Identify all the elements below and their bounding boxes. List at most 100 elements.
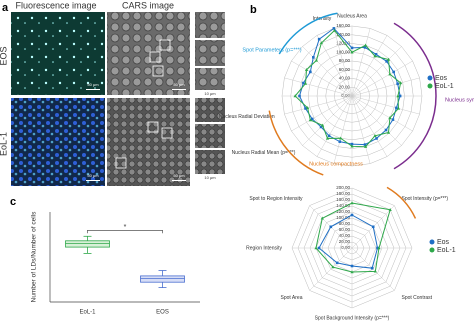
axis-label: Spot Background Intensity (p=***) xyxy=(315,315,390,321)
r-tick-label: 100,00 xyxy=(336,49,350,54)
point xyxy=(304,107,307,110)
group-arc xyxy=(268,110,324,176)
spoke xyxy=(333,95,353,164)
point xyxy=(385,60,388,63)
axis-label: Spot Contrast xyxy=(401,295,432,301)
group-label: Spot Parameters (p=***) xyxy=(242,47,301,53)
panel-letter: b xyxy=(250,4,257,16)
spoke xyxy=(284,95,353,115)
legend-label: Eos xyxy=(435,75,448,82)
point xyxy=(373,54,377,58)
group-arc xyxy=(386,186,417,219)
point xyxy=(306,106,310,110)
y-axis-label: Number of LDs/Number of cells xyxy=(31,211,38,302)
box xyxy=(140,275,185,283)
axis-label: Intensity xyxy=(313,16,332,22)
scale-label: 50 μm xyxy=(173,173,185,178)
point xyxy=(363,144,368,148)
spoke xyxy=(302,95,353,146)
legend-marker xyxy=(429,247,435,253)
point xyxy=(350,201,354,205)
scale-label: 10 μm xyxy=(204,175,216,180)
micrograph xyxy=(11,12,105,95)
spoke xyxy=(351,95,413,132)
point xyxy=(329,225,333,229)
point xyxy=(303,81,308,85)
spoke xyxy=(316,35,353,97)
point xyxy=(350,46,354,50)
point xyxy=(314,246,318,250)
point xyxy=(386,57,391,61)
scale-label: 50 μm xyxy=(87,173,99,178)
column-title: Fluorescence image xyxy=(15,0,96,10)
r-tick-label: 120,00 xyxy=(336,41,350,46)
spoke xyxy=(351,95,402,146)
point xyxy=(304,67,309,71)
spoke xyxy=(351,95,388,157)
row-label: EoL-1 xyxy=(0,132,8,156)
point xyxy=(298,94,301,98)
group-arc xyxy=(278,12,338,55)
point xyxy=(373,133,377,137)
row-label: EOS xyxy=(0,46,8,65)
x-tick-label: EOS xyxy=(156,310,169,316)
point xyxy=(309,70,312,74)
group-label: Nucleus symmetry xyxy=(445,97,474,103)
point xyxy=(350,50,354,54)
point xyxy=(310,117,314,121)
r-tick-label: 40,00 xyxy=(339,76,351,81)
point xyxy=(302,81,305,85)
spoke xyxy=(309,247,353,291)
axis-label: Region Intensity xyxy=(246,245,282,251)
legend-marker xyxy=(427,75,433,81)
x-tick-label: EoL-1 xyxy=(79,310,96,316)
spoke xyxy=(351,28,371,97)
axis-label: Nucleus Radial Mean (p=***) xyxy=(232,150,296,156)
spoke xyxy=(316,95,353,157)
micrograph xyxy=(195,98,225,122)
scale-bars xyxy=(86,89,186,181)
point xyxy=(373,269,377,273)
point xyxy=(396,106,401,110)
r-tick-label: 80,00 xyxy=(339,58,351,63)
point xyxy=(320,216,324,220)
point xyxy=(327,134,331,138)
point xyxy=(332,28,337,32)
point xyxy=(319,125,323,129)
point xyxy=(350,144,354,148)
spoke xyxy=(351,77,420,97)
r-tick-label: 60,00 xyxy=(339,227,351,232)
point xyxy=(335,261,339,265)
point xyxy=(386,130,391,134)
micrograph xyxy=(11,98,105,186)
point xyxy=(312,56,315,59)
point xyxy=(350,264,354,268)
point xyxy=(375,137,378,140)
scale-label: 50 μm xyxy=(173,82,185,87)
spoke xyxy=(333,28,353,97)
point xyxy=(398,81,403,85)
significance-label: * xyxy=(124,224,127,231)
spoke xyxy=(302,46,353,97)
point xyxy=(350,213,354,217)
r-tick-label: 80,00 xyxy=(339,221,351,226)
point xyxy=(377,246,381,250)
point xyxy=(395,106,398,110)
spoke xyxy=(291,60,353,97)
axis-label: Spot to Region Intensity xyxy=(249,196,303,202)
point xyxy=(388,116,392,120)
point xyxy=(391,118,395,121)
group-label: Nucleus compactness xyxy=(309,161,363,167)
r-tick-label: 60,00 xyxy=(339,67,351,72)
legend-label: EoL-1 xyxy=(437,247,456,254)
point xyxy=(338,140,342,143)
scale-label: 10 μm xyxy=(204,91,216,96)
point xyxy=(396,82,399,86)
r-tick-label: 200,00 xyxy=(336,185,350,190)
spoke xyxy=(291,95,353,132)
point xyxy=(392,70,395,74)
r-tick-label: 180,00 xyxy=(336,191,350,196)
box xyxy=(65,240,110,248)
point xyxy=(317,246,321,250)
